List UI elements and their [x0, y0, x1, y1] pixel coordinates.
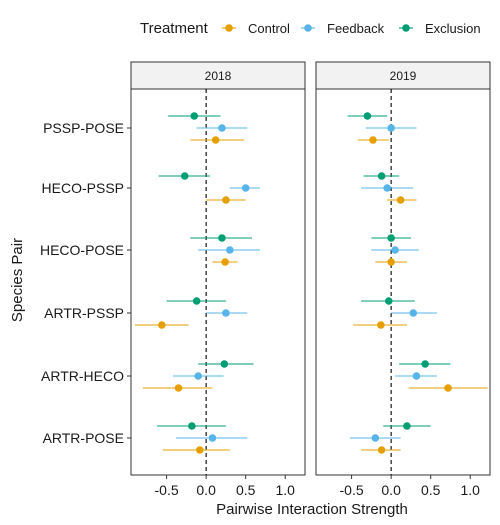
estimate-point: [383, 184, 391, 192]
estimate-point: [377, 321, 385, 329]
y-category-label: HECO-POSE: [40, 242, 124, 258]
estimate-point: [158, 321, 166, 329]
x-tick-label: 1.0: [460, 482, 480, 498]
estimate-point: [192, 297, 201, 305]
y-category-label: ARTR-PSSP: [44, 305, 124, 321]
estimate-point: [196, 446, 204, 454]
estimate-point: [403, 422, 411, 430]
estimate-point: [387, 234, 395, 242]
y-category-label: ARTR-POSE: [43, 430, 124, 446]
estimate-point: [387, 124, 395, 132]
y-category-label: HECO-PSSP: [42, 180, 124, 196]
y-axis-title: Species Pair: [9, 238, 26, 322]
facet-strip-label: 2018: [205, 69, 232, 83]
x-tick-label: 0.5: [236, 482, 256, 498]
legend-label: Exclusion: [425, 21, 481, 36]
estimate-point: [180, 172, 189, 180]
estimate-point: [409, 309, 418, 317]
estimate-point: [211, 136, 220, 144]
x-tick-label: 0.5: [421, 482, 441, 498]
estimate-point: [194, 372, 203, 380]
facet-strip: [315, 61, 491, 90]
estimate-point: [208, 434, 217, 442]
panel-border: [315, 88, 491, 476]
estimate-point: [222, 196, 230, 204]
estimate-point: [221, 258, 229, 266]
legend-label: Control: [248, 21, 290, 36]
x-axis-title: Pairwise Interaction Strength: [216, 501, 408, 518]
estimate-point: [190, 112, 199, 120]
facet-panel-2018: 2018 -0.5 0.0 0.5 1.0: [130, 61, 306, 498]
estimate-point: [218, 234, 226, 242]
x-tick-label: 0.0: [196, 482, 216, 498]
estimate-point: [218, 124, 226, 132]
x-tick-label: 0.0: [381, 482, 401, 498]
facet-panels: 2018 -0.5 0.0 0.5 1.0 2019 -0.5 0.0 0.5 1.0: [130, 61, 491, 498]
estimate-point: [369, 136, 377, 144]
estimate-point: [421, 360, 429, 368]
legend-item-feedback: Feedback: [301, 21, 385, 36]
x-tick-label: 1.0: [275, 482, 295, 498]
legend-label: Feedback: [327, 21, 385, 36]
estimate-point: [391, 246, 399, 254]
estimate-point: [387, 258, 395, 266]
facet-panel-2019: 2019 -0.5 0.0 0.5 1.0: [315, 61, 491, 498]
legend-key-point: [304, 24, 312, 32]
legend-key-point: [402, 24, 410, 32]
estimate-point: [241, 184, 250, 192]
estimate-point: [384, 297, 393, 305]
legend-item-exclusion: Exclusion: [399, 21, 481, 36]
estimate-point: [444, 384, 452, 392]
x-tick-label: -0.5: [340, 482, 364, 498]
estimate-point: [363, 112, 372, 120]
estimate-point: [174, 384, 183, 392]
legend: Treatment Control Feedback Exclusion: [140, 20, 481, 37]
estimate-point: [377, 446, 386, 454]
estimate-point: [220, 360, 229, 368]
facet-strip: [130, 61, 306, 90]
estimate-point: [412, 372, 421, 380]
legend-item-control: Control: [222, 21, 290, 36]
x-tick-label: -0.5: [155, 482, 179, 498]
y-category-label: ARTR-HECO: [41, 368, 124, 384]
panel-border: [130, 88, 306, 476]
estimate-point: [222, 309, 230, 317]
estimate-point: [188, 422, 196, 430]
estimate-point: [377, 172, 386, 180]
estimate-point: [396, 196, 405, 204]
legend-title: Treatment: [140, 20, 209, 37]
estimate-point: [226, 246, 234, 254]
estimate-point: [371, 434, 380, 442]
y-category-label: PSSP-POSE: [43, 120, 124, 136]
y-axis-labels: PSSP-POSE HECO-PSSP HECO-POSE ARTR-PSSP ARTR…: [40, 120, 131, 446]
facet-strip-label: 2019: [390, 69, 417, 83]
legend-key-point: [225, 24, 233, 32]
